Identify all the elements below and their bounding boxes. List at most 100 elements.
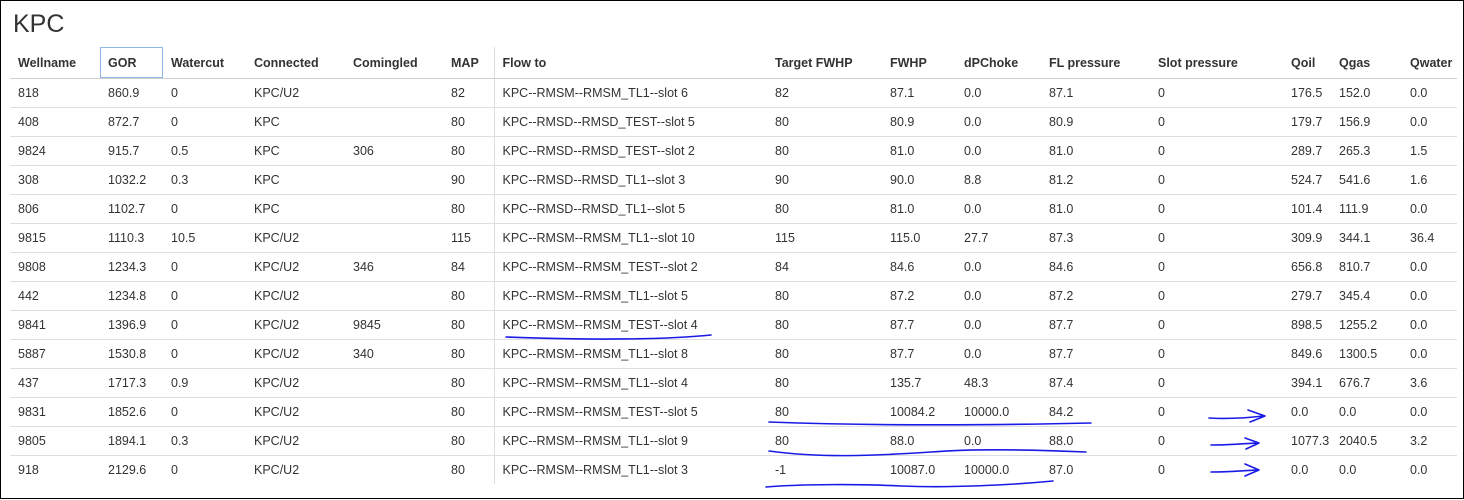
column-header-flow-to[interactable]: Flow to [493, 47, 767, 79]
cell-wellname: 818 [18, 86, 39, 100]
table-row[interactable]: 408 872.7 0 KPC 80 KPC--RMSD--RMSD_TEST--slot… [10, 107, 1457, 137]
cell-map: 84 [443, 252, 494, 282]
table-row[interactable]: 437 1717.3 0.9 KPC/U2 80 KPC--RMSM--RMSM_TL1-… [10, 368, 1457, 398]
column-header-watercut[interactable]: Watercut [163, 47, 246, 79]
table-row[interactable]: 806 1102.7 0 KPC 80 KPC--RMSD--RMSD_TL1--slot… [10, 194, 1457, 224]
column-header-wellname[interactable]: Wellname [10, 47, 100, 79]
cell-fwhp: 10087.0 [882, 455, 956, 484]
cell-qoil: 849.6 [1283, 339, 1331, 369]
table-row[interactable]: 818 860.9 0 KPC/U2 82 KPC--RMSM--RMSM_TL1--sl… [10, 78, 1457, 108]
cell-target-fwhp: 80 [767, 107, 882, 137]
cell-fl-pressure: 87.1 [1049, 86, 1074, 100]
cell-qoil: 279.7 [1283, 281, 1331, 311]
cell-watercut: 0 [163, 397, 246, 427]
column-header-gor[interactable]: GOR [100, 47, 163, 79]
cell-fwhp: 87.1 [890, 86, 915, 100]
cell-qgas: 541.6 [1331, 165, 1402, 195]
cell-fwhp: 81.0 [882, 194, 956, 224]
cell-fwhp: 81.0 [882, 136, 956, 166]
cell-target-fwhp: 80 [767, 426, 882, 456]
column-header-qoil[interactable]: Qoil [1283, 47, 1331, 79]
cell-slot-pressure: 0 [1150, 426, 1283, 456]
cell-wellname: 408 [10, 107, 100, 137]
column-header-dpchoke[interactable]: dPChoke [956, 47, 1041, 79]
cell-comingled [345, 107, 443, 137]
column-header-fl-pressure[interactable]: FL pressure [1041, 47, 1150, 79]
column-header-qwater[interactable]: Qwater [1402, 47, 1457, 79]
cell-target-fwhp: 80 [767, 397, 882, 427]
cell-fl-pressure: 87.0 [1041, 455, 1150, 484]
column-header-qgas[interactable]: Qgas [1331, 47, 1402, 79]
cell-fwhp: 88.0 [882, 426, 956, 456]
cell-connected: KPC/U2 [254, 86, 300, 100]
cell-qoil: 101.4 [1283, 194, 1331, 224]
cell-comingled [345, 223, 443, 253]
cell-target-fwhp: 80 [767, 368, 882, 398]
cell-qwater: 0.0 [1402, 397, 1457, 427]
cell-target-fwhp: 80 [767, 339, 882, 369]
column-header-connected[interactable]: Connected [246, 47, 345, 79]
column-header-comingled[interactable]: Comingled [345, 47, 443, 79]
table-row[interactable]: 308 1032.2 0.3 KPC 90 KPC--RMSD--RMSD_TL1--sl… [10, 165, 1457, 195]
cell-connected: KPC [246, 194, 345, 224]
cell-fwhp: 87.7 [882, 339, 956, 369]
cell-flow-to: KPC--RMSM--RMSM_TEST--slot 4 [493, 310, 767, 340]
table-row[interactable]: 442 1234.8 0 KPC/U2 80 KPC--RMSM--RMSM_TL1--s… [10, 281, 1457, 311]
table-row[interactable]: 9831 1852.6 0 KPC/U2 80 KPC--RMSM--RMSM_TEST-… [10, 397, 1457, 427]
cell-fl-pressure: 80.9 [1041, 107, 1150, 137]
column-header-fwhp[interactable]: FWHP [882, 47, 956, 79]
cell-qwater: 1.5 [1402, 136, 1457, 166]
column-header-target-fwhp[interactable]: Target FWHP [767, 47, 882, 79]
cell-qoil: 656.8 [1283, 252, 1331, 282]
cell-wellname: 442 [10, 281, 100, 311]
cell-slot-pressure: 0 [1150, 194, 1283, 224]
cell-fwhp: 84.6 [882, 252, 956, 282]
table-row[interactable]: 9808 1234.3 0 KPC/U2 346 84 KPC--RMSM--RMSM_TE… [10, 252, 1457, 282]
cell-qgas: 344.1 [1331, 223, 1402, 253]
cell-qgas: 156.9 [1331, 107, 1402, 137]
cell-map: 80 [443, 455, 494, 484]
cell-map: 80 [443, 281, 494, 311]
cell-dpchoke: 0.0 [956, 107, 1041, 137]
cell-comingled: 346 [345, 252, 443, 282]
column-header-slot-pressure[interactable]: Slot pressure [1150, 47, 1283, 79]
cell-target-fwhp: 84 [767, 252, 882, 282]
table-row[interactable]: 918 2129.6 0 KPC/U2 80 KPC--RMSM--RMSM_TL1--s… [10, 455, 1457, 484]
cell-dpchoke: 0.0 [956, 136, 1041, 166]
cell-qwater: 0.0 [1402, 107, 1457, 137]
table-row[interactable]: 5887 1530.8 0 KPC/U2 340 80 KPC--RMSM--RMSM_TL… [10, 339, 1457, 369]
cell-qoil: 309.9 [1283, 223, 1331, 253]
cell-flow-to: KPC--RMSM--RMSM_TL1--slot 3 [493, 455, 767, 484]
cell-comingled [345, 455, 443, 484]
cell-slot-pressure: 0 [1150, 368, 1283, 398]
cell-flow-to: KPC--RMSM--RMSM_TL1--slot 5 [493, 281, 767, 311]
cell-watercut: 0.5 [163, 136, 246, 166]
cell-slot-pressure: 0 [1150, 281, 1283, 311]
cell-watercut: 0 [163, 194, 246, 224]
cell-comingled [345, 281, 443, 311]
cell-qoil: 179.7 [1283, 107, 1331, 137]
cell-qoil: 289.7 [1283, 136, 1331, 166]
cell-wellname: 437 [10, 368, 100, 398]
cell-gor: 1234.3 [100, 252, 163, 282]
cell-flow-to: KPC--RMSD--RMSD_TL1--slot 3 [493, 165, 767, 195]
cell-watercut: 0 [163, 281, 246, 311]
cell-watercut: 0 [163, 339, 246, 369]
cell-connected: KPC [246, 165, 345, 195]
cell-flow-to: KPC--RMSD--RMSD_TL1--slot 5 [493, 194, 767, 224]
cell-qwater: 0.0 [1402, 455, 1457, 484]
table-row[interactable]: 9815 1110.3 10.5 KPC/U2 115 KPC--RMSM--RMSM_T… [10, 223, 1457, 253]
cell-target-fwhp: 80 [767, 194, 882, 224]
table-row[interactable]: 9824 915.7 0.5 KPC 306 80 KPC--RMSD--RMSD_TEST… [10, 136, 1457, 166]
cell-dpchoke: 10000.0 [956, 455, 1041, 484]
cell-target-fwhp: 80 [767, 281, 882, 311]
column-header-map[interactable]: MAP [443, 47, 494, 79]
cell-connected: KPC/U2 [246, 339, 345, 369]
table-row[interactable]: 9841 1396.9 0 KPC/U2 9845 80 KPC--RMSM--RMSM_T… [10, 310, 1457, 340]
cell-flow-to: KPC--RMSM--RMSM_TL1--slot 8 [493, 339, 767, 369]
cell-flow-to: KPC--RMSM--RMSM_TL1--slot 4 [493, 368, 767, 398]
cell-qwater: 0.0 [1402, 252, 1457, 282]
cell-watercut: 10.5 [163, 223, 246, 253]
table-row[interactable]: 9805 1894.1 0.3 KPC/U2 80 KPC--RMSM--RMSM_TL1… [10, 426, 1457, 456]
cell-dpchoke: 0.0 [956, 426, 1041, 456]
